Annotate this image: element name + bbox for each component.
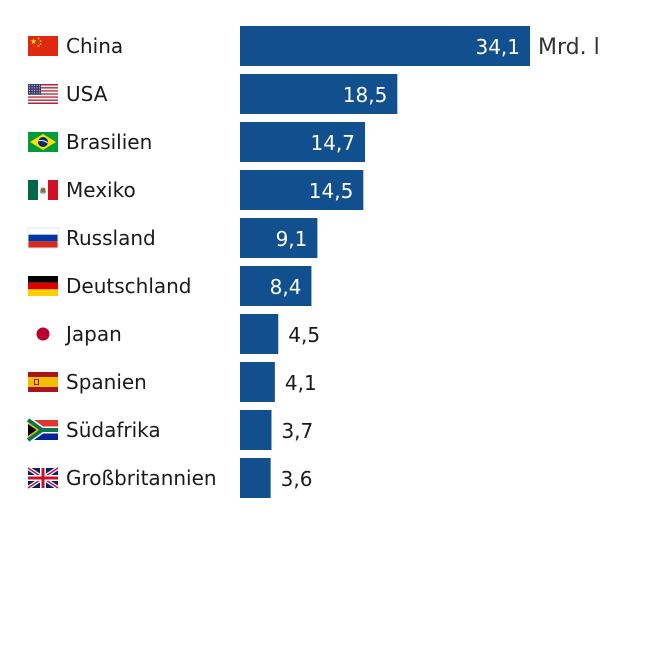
- category-label: Spanien: [66, 370, 147, 394]
- category-label: Brasilien: [66, 130, 152, 154]
- value-label: 4,1: [285, 371, 317, 395]
- flag-china-icon: [28, 36, 58, 56]
- value-label: 34,1: [475, 35, 520, 59]
- category-label: Deutschland: [66, 274, 192, 298]
- bar-japan: [240, 314, 279, 354]
- bar-großbritannien: [240, 458, 271, 498]
- category-label: China: [66, 34, 123, 58]
- bar-usa: [240, 74, 398, 114]
- bar-deutschland: [240, 266, 312, 306]
- value-label: 18,5: [343, 83, 388, 107]
- category-label: Russland: [66, 226, 156, 250]
- flag-mexico-icon: [28, 180, 58, 200]
- value-label: 4,5: [288, 323, 320, 347]
- bar-brasilien: [240, 122, 366, 162]
- value-label: 14,5: [309, 179, 354, 203]
- category-label: Großbritannien: [66, 466, 217, 490]
- category-label: Japan: [64, 322, 122, 346]
- flag-usa-icon: [28, 84, 58, 104]
- category-label: Mexiko: [66, 178, 136, 202]
- category-label: Südafrika: [66, 418, 161, 442]
- bar-südafrika: [240, 410, 272, 450]
- bar-spanien: [240, 362, 275, 402]
- flag-japan-icon: [28, 324, 58, 344]
- value-label: 3,7: [281, 419, 313, 443]
- flag-russia-icon: [27, 227, 59, 249]
- bar-mexiko: [240, 170, 364, 210]
- value-label: 3,6: [281, 467, 313, 491]
- flag-south-africa-icon: [25, 417, 58, 443]
- flag-brazil-icon: [28, 132, 58, 152]
- flag-uk-icon: [26, 466, 60, 490]
- value-label: 14,7: [310, 131, 355, 155]
- category-label: USA: [66, 82, 108, 106]
- flag-germany-icon: [28, 276, 58, 296]
- bar-russland: [240, 218, 318, 258]
- unit-label: Mrd. l: [538, 35, 600, 60]
- value-label: 8,4: [270, 275, 302, 299]
- bar-china: [240, 26, 530, 66]
- value-label: 9,1: [276, 227, 308, 251]
- flag-spain-icon: [28, 372, 58, 392]
